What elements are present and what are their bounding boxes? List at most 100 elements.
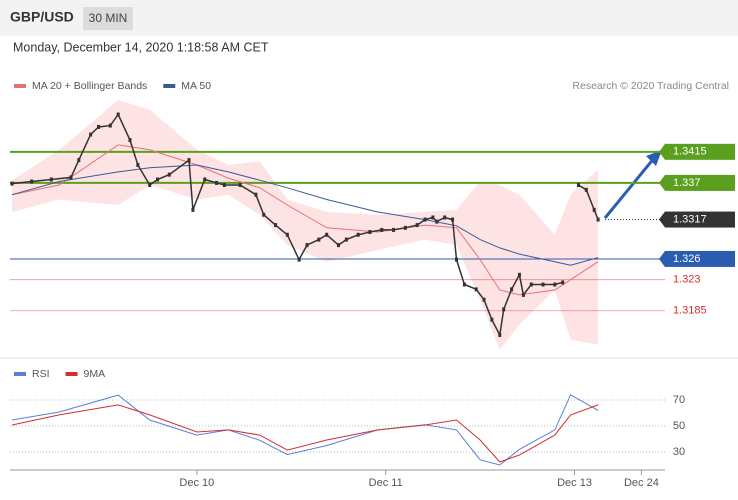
x-tick-label: Dec 10 (179, 477, 214, 489)
price-candle (521, 292, 525, 297)
price-candle (167, 172, 171, 177)
symbol: GBP/USD (10, 9, 74, 25)
price-candle (262, 212, 266, 217)
level-label: 1.3185 (673, 305, 707, 317)
legend-label: MA 20 + Bollinger Bands (32, 80, 147, 92)
datetime: Monday, December 14, 2020 1:18:58 AM CET (13, 40, 269, 54)
level-label: 1.3317 (673, 213, 707, 225)
forecast-arrow (603, 156, 657, 219)
price-candle (30, 179, 34, 184)
y-tick-label: 70 (673, 394, 685, 406)
legend-label: 9MA (84, 368, 106, 380)
price-candle (455, 257, 459, 262)
price-candle (77, 158, 81, 163)
price-candle (215, 180, 219, 185)
price-candle (285, 232, 289, 237)
price-candle (128, 138, 132, 143)
arrow-head (646, 150, 662, 166)
price-candle (474, 287, 478, 292)
price-candle (423, 217, 427, 222)
price-candle (203, 177, 207, 182)
price-candle (69, 175, 73, 180)
price-candle (191, 207, 195, 212)
price-candle (584, 187, 588, 192)
y-tick-label: 30 (673, 446, 685, 458)
level-label: 1.326 (673, 253, 701, 265)
level-label: 1.337 (673, 177, 701, 189)
level-label-pointer (659, 174, 665, 191)
series-line (11, 164, 599, 266)
price-candle (89, 132, 93, 137)
price-candle (380, 227, 384, 232)
price-candle (596, 217, 600, 222)
price-candle (561, 280, 565, 285)
price-candle (222, 183, 226, 187)
price-candle (187, 158, 191, 163)
price-candle (136, 162, 140, 167)
timeframe[interactable]: 30 MIN (89, 11, 128, 25)
price-candle (482, 297, 486, 302)
price-candle (305, 243, 309, 248)
price-candle (392, 227, 396, 232)
price-candle (325, 232, 329, 237)
level-label: 1.3415 (673, 146, 707, 158)
price-candle (541, 282, 545, 287)
price-candle (356, 232, 360, 237)
x-tick-label: Dec 13 (557, 477, 592, 489)
price-candle (415, 223, 419, 228)
price-candle (148, 183, 152, 187)
price-candle (553, 282, 557, 287)
price-candle (274, 223, 278, 228)
price-candle (443, 215, 447, 220)
credit: Research © 2020 Trading Central (572, 80, 729, 92)
timeframe-box[interactable] (83, 7, 133, 30)
legend-swatch (163, 84, 176, 88)
legend-swatch (14, 372, 26, 376)
price-candle (297, 257, 301, 262)
price-candle (108, 123, 112, 128)
legend-label: MA 50 (181, 80, 211, 92)
price-candle (336, 243, 340, 248)
price-candle (435, 219, 439, 224)
level-label-box (665, 143, 735, 160)
price-candle (344, 237, 348, 242)
price-candle (498, 332, 502, 337)
price-candle (317, 237, 321, 242)
price-candle (403, 225, 407, 230)
price-candle (254, 192, 258, 197)
level-label-pointer (659, 143, 665, 160)
price-candle (431, 215, 435, 220)
level-label-pointer (659, 250, 665, 267)
series-line (11, 404, 599, 463)
price-candle (368, 229, 372, 234)
price-candle (510, 287, 514, 292)
x-tick-label: Dec 11 (369, 477, 403, 489)
price-candle (517, 272, 521, 277)
legend-swatch (65, 372, 78, 376)
level-label-box (665, 250, 735, 267)
level-label-box (665, 211, 735, 228)
price-candle (97, 124, 101, 129)
price-candle (490, 317, 494, 322)
level-label-pointer (659, 211, 665, 228)
legend-label: RSI (32, 368, 50, 380)
price-candle (156, 177, 160, 182)
series-line (11, 394, 599, 466)
price-candle (451, 217, 455, 222)
price-candle (238, 183, 242, 187)
price-candle (116, 112, 120, 117)
series-line (11, 144, 599, 296)
level-label: 1.323 (673, 274, 701, 286)
legend-swatch (14, 84, 26, 88)
price-candle (592, 207, 596, 212)
y-tick-label: 50 (673, 420, 685, 432)
level-label-box (665, 174, 735, 191)
price-candle (576, 183, 580, 187)
price-candle (502, 307, 506, 312)
bollinger-band (12, 100, 599, 350)
price-candle (462, 282, 466, 287)
price-candle (49, 177, 53, 182)
price-candle (529, 282, 533, 287)
